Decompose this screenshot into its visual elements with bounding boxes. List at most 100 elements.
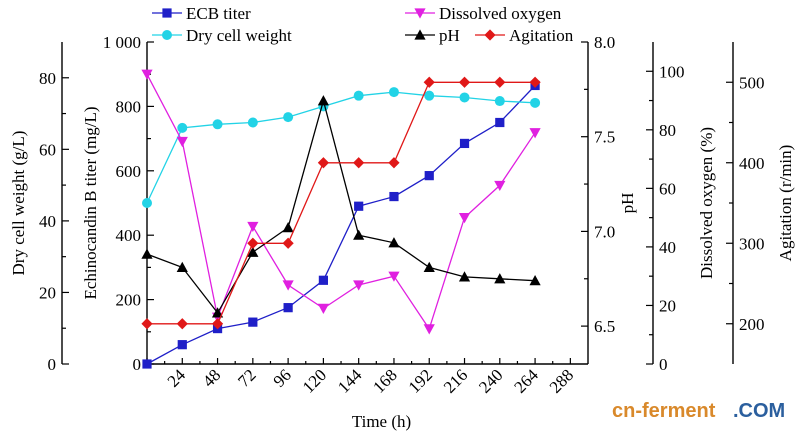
data-point xyxy=(494,273,506,284)
data-point xyxy=(317,157,329,169)
data-point xyxy=(353,90,364,101)
data-point xyxy=(142,198,152,208)
data-point xyxy=(283,112,294,123)
axis-titer-tick-label: 600 xyxy=(116,162,142,181)
x-axis-tick-label: 264 xyxy=(510,365,542,397)
axis-titer-title: Echinocandin B titer (mg/L) xyxy=(81,106,100,299)
axis-titer: 0 200 400 600 800 1 000 Echinocandin B titer (… xyxy=(81,33,154,374)
data-point xyxy=(353,157,365,169)
data-point xyxy=(211,307,224,318)
axis-do-tick-label: 0 xyxy=(659,355,668,374)
data-point xyxy=(317,303,329,314)
x-axis-tick-label: 168 xyxy=(369,365,400,396)
data-point xyxy=(142,359,152,369)
legend-item: Dry cell weight xyxy=(152,26,292,45)
watermark-text-2: .COM xyxy=(733,400,785,422)
watermark-text-1: cn-ferment xyxy=(612,400,716,422)
series-line xyxy=(146,73,536,331)
axis-do-tick-label: 100 xyxy=(659,62,685,81)
data-point xyxy=(459,92,470,103)
axis-agitation-tick-label: 300 xyxy=(739,234,765,253)
x-axis-tick-label: 192 xyxy=(405,365,436,396)
series-dry-cell-weight xyxy=(142,87,541,208)
data-point xyxy=(388,237,400,248)
data-point xyxy=(458,213,471,224)
x-axis-tick-label: 288 xyxy=(546,365,577,396)
legend-marker xyxy=(162,8,172,18)
legend-item: Agitation xyxy=(475,26,574,45)
series-line xyxy=(146,91,536,204)
legend-label: pH xyxy=(439,26,460,45)
data-point xyxy=(247,221,259,233)
axis-do: 0 20 40 60 80 100 Dissolved oxygen (%) xyxy=(646,42,716,374)
data-point xyxy=(423,261,435,272)
axis-titer-tick-label: 400 xyxy=(116,226,142,245)
axis-ph-tick-label: 6.5 xyxy=(594,317,615,336)
x-axis-tick-label: 72 xyxy=(234,365,259,390)
data-point xyxy=(176,318,188,330)
axis-ph-tick-label: 7.0 xyxy=(594,222,615,241)
axis-dcw-tick-label: 40 xyxy=(39,212,56,231)
axis-ph-title: pH xyxy=(618,193,637,214)
legend-label: Dissolved oxygen xyxy=(439,4,562,23)
data-point xyxy=(353,229,365,240)
axis-do-title: Dissolved oxygen (%) xyxy=(697,127,716,279)
data-point xyxy=(248,317,258,327)
x-axis-tick-label: 120 xyxy=(299,365,330,396)
data-point xyxy=(176,136,188,148)
data-point xyxy=(282,222,294,233)
data-point xyxy=(317,95,329,106)
x-axis-tick-label: 24 xyxy=(164,365,190,391)
data-point xyxy=(495,117,505,128)
series-line xyxy=(146,85,536,365)
axis-dcw: 0 20 40 60 80 Dry cell weight (g/L) xyxy=(9,42,69,374)
x-axis-title: Time (h) xyxy=(352,412,411,431)
data-point xyxy=(177,340,187,350)
data-point xyxy=(423,324,435,335)
axis-do-tick-label: 40 xyxy=(659,238,676,257)
axis-dcw-tick-label: 80 xyxy=(39,69,56,88)
data-point xyxy=(354,201,364,211)
series-agitation xyxy=(141,76,541,330)
axis-dcw-tick-label: 0 xyxy=(48,355,57,374)
axis-dcw-tick-label: 60 xyxy=(39,140,56,159)
axis-ph-tick-label: 8.0 xyxy=(594,33,615,52)
data-point xyxy=(283,303,293,313)
data-point xyxy=(318,275,328,285)
data-point xyxy=(530,97,541,108)
axis-ph-tick-label: 7.5 xyxy=(594,128,615,147)
legend-label: ECB titer xyxy=(186,4,251,23)
data-point xyxy=(458,271,471,282)
x-axis-tick-label: 144 xyxy=(334,365,366,397)
data-point xyxy=(494,96,505,107)
data-point xyxy=(388,271,400,282)
axis-do-tick-label: 60 xyxy=(659,179,676,198)
series-ph xyxy=(141,95,541,318)
data-point xyxy=(494,76,506,88)
series-line xyxy=(147,81,536,325)
data-point xyxy=(141,318,153,330)
legend-marker xyxy=(414,8,426,19)
data-point xyxy=(247,117,258,128)
axis-dcw-tick-label: 20 xyxy=(39,283,56,302)
x-axis-tick-label: 216 xyxy=(440,365,471,396)
legend-label: Agitation xyxy=(509,26,574,45)
axis-agitation-title: Agitation (r/min) xyxy=(776,145,795,262)
x-axis-tick-label: 48 xyxy=(199,365,224,390)
legend-item: ECB titer xyxy=(152,4,251,23)
data-point xyxy=(176,261,188,272)
data-point xyxy=(211,318,224,330)
data-point xyxy=(459,138,470,149)
series-dissolved-oxygen xyxy=(141,69,541,335)
data-point xyxy=(424,90,435,101)
data-point xyxy=(423,76,435,88)
data-point xyxy=(247,246,259,257)
x-axis-tick-label: 240 xyxy=(475,365,506,396)
data-point xyxy=(247,237,259,249)
axis-do-tick-label: 20 xyxy=(659,296,676,315)
watermark: cn-ferment .COM xyxy=(612,400,785,422)
data-point xyxy=(529,76,541,88)
legend-item: pH xyxy=(405,26,460,45)
x-axis-tick-label: 96 xyxy=(269,365,294,390)
